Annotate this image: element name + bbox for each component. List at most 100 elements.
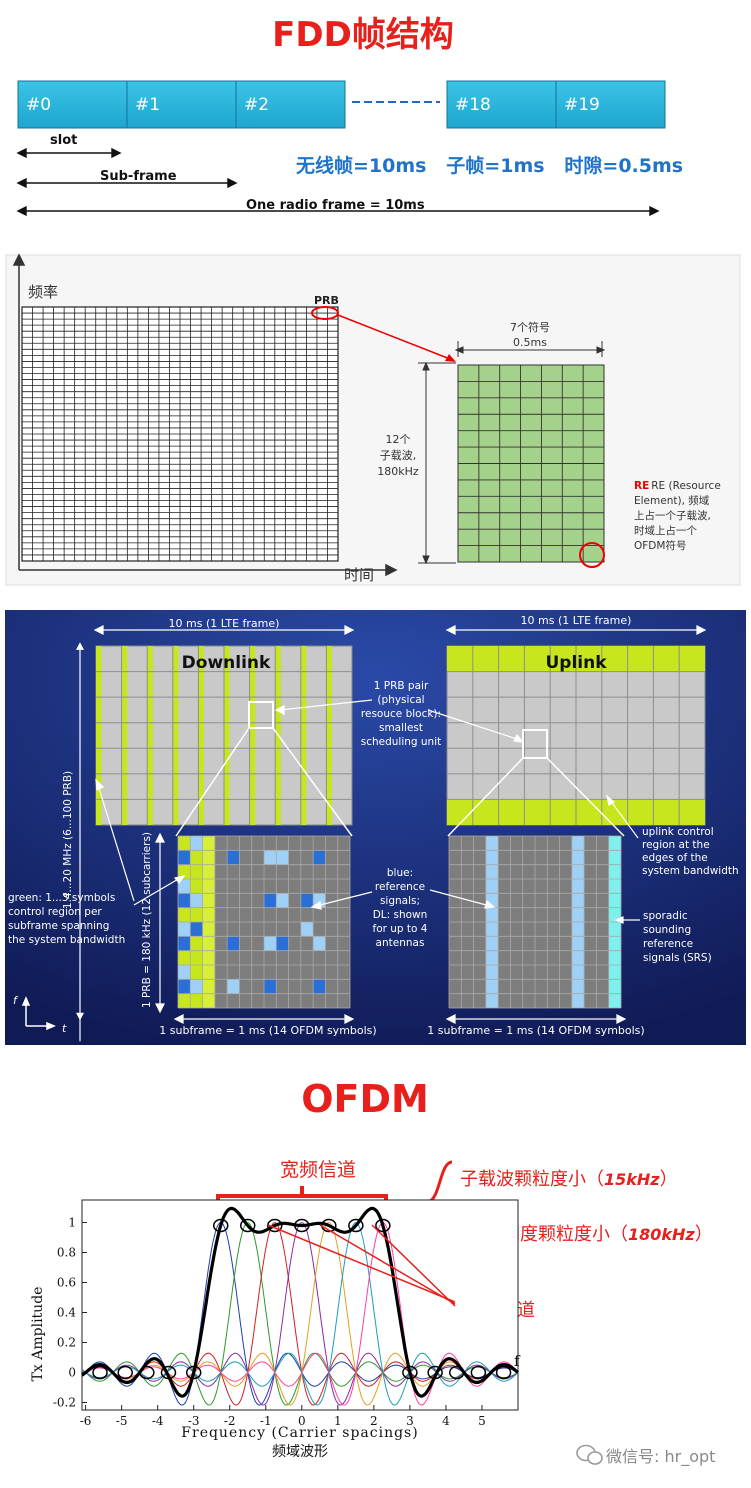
slot-label: #2 bbox=[244, 95, 269, 115]
f-label: f bbox=[514, 1352, 521, 1370]
uplink-prb-zoom bbox=[448, 835, 622, 1009]
prb-cell-lines bbox=[458, 365, 604, 562]
reference-signal-cell bbox=[178, 893, 191, 908]
prb-pair-3: resouce block): bbox=[361, 708, 441, 720]
reference-signal-cell bbox=[264, 893, 277, 908]
composite-curve bbox=[81, 1206, 520, 1398]
uplink-grid-lines bbox=[447, 646, 705, 825]
time-axis-label: 时间 bbox=[344, 566, 374, 584]
y-tick-label: 0.6 bbox=[57, 1276, 76, 1290]
symbols-duration: 0.5ms bbox=[513, 336, 547, 349]
slot-label: #0 bbox=[26, 95, 51, 115]
slot-label: #19 bbox=[564, 95, 600, 115]
reference-signal-cell bbox=[264, 936, 277, 951]
y-tick-label: 0.8 bbox=[57, 1246, 76, 1260]
uplink-control-2: region at the bbox=[642, 839, 710, 851]
blue-note-6: antennas bbox=[376, 937, 425, 949]
sample-marker bbox=[92, 1365, 108, 1380]
subframe-label-left: 1 subframe = 1 ms (14 OFDM symbols) bbox=[159, 1024, 376, 1037]
control-stripe bbox=[147, 646, 153, 825]
prb-axis-label: 1 PRB = 180 kHz (12 subcarriers) bbox=[141, 832, 153, 1008]
grid-lines bbox=[22, 307, 338, 561]
y-tick-label: 0.4 bbox=[57, 1306, 76, 1320]
re-note-5: OFDM符号 bbox=[634, 539, 686, 552]
subcarrier-label-2: 子载波, bbox=[380, 449, 417, 462]
subcarrier-curve bbox=[81, 1221, 519, 1406]
caption: 频域波形 bbox=[272, 1444, 328, 1460]
reference-signal-cell bbox=[313, 936, 326, 951]
control-stripe bbox=[198, 646, 205, 825]
slot-box bbox=[235, 80, 346, 129]
frame-label-right: 10 ms (1 LTE frame) bbox=[521, 614, 632, 627]
axis-t: t bbox=[62, 1022, 67, 1035]
reference-signal-cell bbox=[178, 879, 191, 894]
sample-marker bbox=[375, 1218, 391, 1233]
downlink-title: Downlink bbox=[182, 653, 271, 673]
slot-box bbox=[126, 80, 237, 129]
green-note-2: control region per bbox=[8, 906, 102, 918]
sample-marker bbox=[495, 1365, 512, 1380]
srs-note-4: signals (SRS) bbox=[643, 952, 712, 964]
y-tick-label: 0 bbox=[68, 1366, 76, 1380]
x-tick-label: 1 bbox=[334, 1414, 342, 1428]
subcarrier-curve bbox=[81, 1222, 519, 1406]
blue-note-1: blue: bbox=[387, 867, 413, 879]
x-tick-label: 5 bbox=[478, 1414, 486, 1428]
ofdm-section: OFDM 宽频信道 子载波颗粒度小（15kHz） 频域调度颗粒度小（180kHz… bbox=[30, 1077, 715, 1467]
x-tick-label: 3 bbox=[406, 1414, 414, 1428]
srs-note-3: reference bbox=[643, 938, 693, 950]
slot-box bbox=[555, 80, 666, 129]
reference-signal-cell bbox=[264, 979, 277, 994]
sample-marker bbox=[139, 1365, 155, 1380]
reference-signal-cell bbox=[190, 893, 203, 908]
reference-signal-cell bbox=[276, 936, 289, 951]
prb-highlight bbox=[311, 306, 339, 320]
ofdm-title: OFDM bbox=[301, 1077, 429, 1121]
x-tick-label: 0 bbox=[298, 1414, 306, 1428]
sample-marker bbox=[448, 1365, 465, 1380]
subcarrier-curve bbox=[81, 1222, 519, 1406]
reference-signal-cell bbox=[227, 850, 240, 865]
x-tick-label: -4 bbox=[152, 1414, 164, 1428]
reference-signal-cell bbox=[190, 836, 203, 851]
frame-label-left: 10 ms (1 LTE frame) bbox=[169, 617, 280, 630]
symbols-label: 7个符号 bbox=[510, 321, 550, 334]
reference-signal-cell bbox=[178, 979, 191, 994]
reference-signal-cell bbox=[190, 922, 203, 937]
subcarrier-label-3: 180kHz bbox=[377, 465, 419, 478]
x-tick-label: 4 bbox=[442, 1414, 450, 1428]
subcarrier-curve bbox=[81, 1222, 519, 1406]
sample-marker bbox=[117, 1365, 133, 1380]
prb-pair-4: smallest bbox=[379, 722, 423, 734]
reference-signal-cell bbox=[178, 965, 191, 980]
reference-signal-cell bbox=[178, 936, 191, 951]
re-note-1: RE RE (Resource bbox=[634, 480, 721, 492]
control-stripe bbox=[249, 646, 256, 825]
sample-marker bbox=[212, 1218, 229, 1233]
fdd-title: FDD帧结构 bbox=[272, 15, 454, 55]
sample-marker bbox=[240, 1218, 256, 1233]
control-stripe bbox=[96, 646, 102, 825]
sample-marker bbox=[402, 1365, 418, 1380]
x-axis-label: Frequency (Carrier spacings) bbox=[181, 1425, 418, 1441]
reference-signal-cell bbox=[276, 850, 289, 865]
prb-pair-1: 1 PRB pair bbox=[374, 680, 429, 692]
control-stripe bbox=[121, 646, 128, 825]
reference-signal-cell bbox=[227, 936, 240, 951]
single-prb-grid bbox=[457, 364, 605, 563]
reference-signal-cell bbox=[178, 850, 191, 865]
subcarrier-label-1: 12个 bbox=[386, 433, 411, 446]
y-axis-label: Tx Amplitude bbox=[30, 1287, 46, 1382]
slot-label: #18 bbox=[455, 95, 491, 115]
reference-signal-cell bbox=[276, 893, 289, 908]
radio-frame-caption: One radio frame = 10ms bbox=[246, 198, 425, 213]
reference-signal-cell bbox=[264, 850, 277, 865]
reference-signal-cell bbox=[300, 922, 314, 937]
slot-boxes: #0 #1 #2 #18 #19 bbox=[17, 80, 666, 129]
sample-marker bbox=[427, 1365, 443, 1380]
timing-summary: 无线帧=10ms 子帧=1ms 时隙=0.5ms bbox=[296, 154, 683, 177]
x-tick-label: -5 bbox=[116, 1414, 128, 1428]
srs-note-1: sporadic bbox=[643, 910, 688, 922]
subcarrier-curve bbox=[81, 1221, 519, 1406]
blue-note-5: for up to 4 bbox=[373, 923, 428, 935]
